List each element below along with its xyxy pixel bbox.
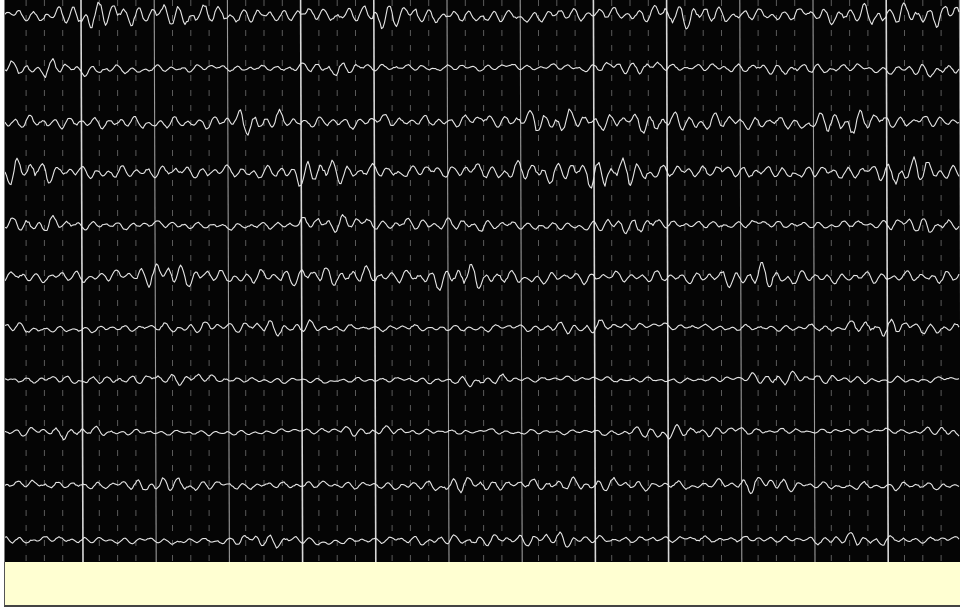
eeg-channel-trace xyxy=(5,532,959,548)
time-grid-line xyxy=(593,0,595,562)
eeg-channel-trace xyxy=(5,263,959,291)
time-grid-line xyxy=(886,0,888,562)
eeg-channel-trace xyxy=(5,371,959,387)
status-bar xyxy=(4,562,960,607)
time-grid-line xyxy=(301,0,303,562)
eeg-channel-trace xyxy=(5,109,959,135)
page xyxy=(0,0,960,607)
eeg-channel-trace xyxy=(5,319,959,336)
eeg-channel-trace xyxy=(5,425,959,440)
eeg-channel-trace xyxy=(5,477,959,494)
time-grid-line xyxy=(154,0,156,562)
eeg-traces xyxy=(5,0,960,562)
eeg-panel xyxy=(4,0,960,562)
eeg-channel-trace xyxy=(5,2,959,29)
time-grid-line xyxy=(813,0,815,562)
eeg-channel-trace xyxy=(5,157,959,188)
eeg-channel-trace xyxy=(5,215,959,234)
eeg-channel-trace xyxy=(5,59,959,78)
time-grid-line xyxy=(667,0,669,562)
time-grid-line xyxy=(447,0,449,562)
